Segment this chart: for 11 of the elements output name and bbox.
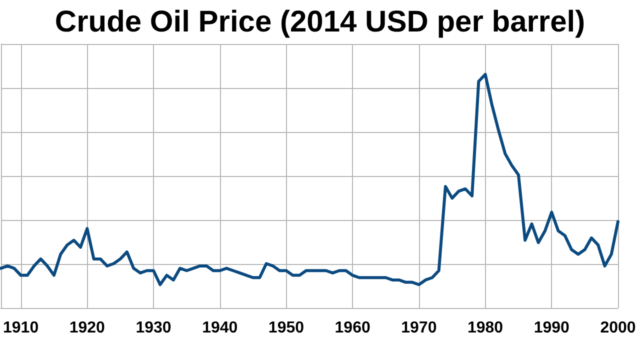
x-tick-label: 1970 — [401, 320, 437, 336]
x-tick-label: 1910 — [3, 320, 39, 336]
x-tick-label: 1990 — [534, 320, 570, 336]
chart-title: Crude Oil Price (2014 USD per barrel) — [54, 6, 586, 38]
x-tick-label: 1920 — [69, 320, 106, 336]
x-tick-label: 1950 — [268, 320, 304, 336]
x-tick-label: 1930 — [136, 320, 172, 336]
x-tick-label: 2000 — [600, 320, 636, 336]
x-tick-label: 1980 — [467, 320, 504, 336]
x-tick-label: 1960 — [334, 320, 370, 336]
x-tick-label: 1940 — [202, 320, 238, 336]
